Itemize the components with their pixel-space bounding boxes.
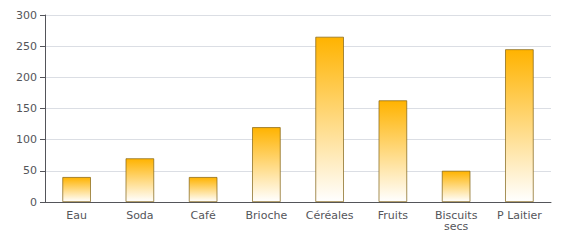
svg-text:250: 250 xyxy=(16,40,37,53)
svg-text:150: 150 xyxy=(16,102,37,115)
svg-text:Fruits: Fruits xyxy=(378,209,408,222)
svg-text:secs: secs xyxy=(444,220,469,233)
svg-text:Soda: Soda xyxy=(126,209,153,222)
svg-text:Brioche: Brioche xyxy=(246,209,288,222)
svg-text:Café: Café xyxy=(191,209,216,222)
svg-text:Eau: Eau xyxy=(66,209,87,222)
svg-text:Céréales: Céréales xyxy=(306,209,354,222)
svg-text:50: 50 xyxy=(23,164,37,177)
svg-text:0: 0 xyxy=(30,196,37,209)
svg-text:200: 200 xyxy=(16,71,37,84)
svg-text:100: 100 xyxy=(16,133,37,146)
svg-text:Biscuits: Biscuits xyxy=(434,209,478,222)
svg-text:300: 300 xyxy=(16,9,37,22)
svg-text:P Laitier: P Laitier xyxy=(497,209,542,222)
